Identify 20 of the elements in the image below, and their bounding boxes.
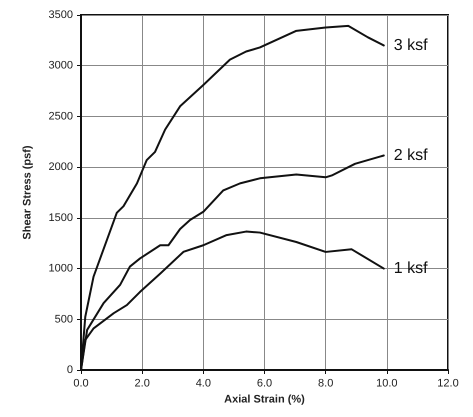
y-tick-label: 3500 xyxy=(48,9,73,21)
x-tick-label: 6.0 xyxy=(256,378,272,390)
y-tick-label: 500 xyxy=(54,313,73,326)
y-tick-label: 2500 xyxy=(48,110,73,122)
series-label: 3 ksf xyxy=(394,36,428,54)
x-tick-label: 10.0 xyxy=(376,378,398,390)
x-tick-label: 12.0 xyxy=(437,378,459,390)
x-tick-label: 2.0 xyxy=(134,378,150,390)
series-label: 1 ksf xyxy=(394,260,428,278)
y-tick-label: 1500 xyxy=(48,212,73,224)
x-tick-label: 8.0 xyxy=(318,378,334,390)
y-tick-label: 2000 xyxy=(48,161,73,174)
y-tick-label: 1000 xyxy=(48,262,73,275)
y-tick-label: 3000 xyxy=(48,60,73,72)
x-tick-label: 4.0 xyxy=(196,378,211,390)
y-axis-title: Shear Stress (psf) xyxy=(22,145,34,240)
x-axis-title: Axial Strain (%) xyxy=(224,393,306,406)
y-tick-label: 0 xyxy=(66,364,73,376)
series-label: 2 ksf xyxy=(394,146,428,164)
x-tick-label: 0.0 xyxy=(73,378,89,390)
